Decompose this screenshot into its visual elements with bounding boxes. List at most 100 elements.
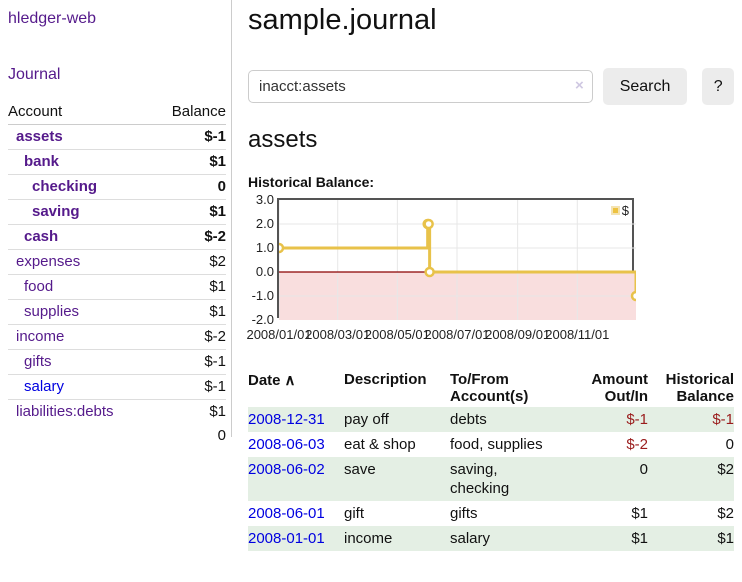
account-balance: $-1 <box>152 374 226 400</box>
account-row: bank $1 <box>8 149 226 175</box>
accounts-table: Account Balance assets $-1 bank $1 checking 0… <box>8 100 226 448</box>
register-balance-cell: $-1 <box>712 411 734 428</box>
account-balance: $1 <box>152 274 226 300</box>
register-header-date[interactable]: Date ∧ <box>248 372 296 389</box>
account-row: food $1 <box>8 274 226 300</box>
register-description-cell: eat & shop <box>344 436 416 453</box>
register-date-cell: 2008-06-03 <box>248 432 344 457</box>
transaction-date-link[interactable]: 2008-01-01 <box>248 530 325 547</box>
account-link[interactable]: supplies <box>24 303 80 320</box>
accounts-header-balance: Balance <box>152 100 226 125</box>
account-link[interactable]: salary <box>24 378 65 395</box>
y-tick-label: -1.0 <box>251 288 274 303</box>
register-header-amount: Amount Out/In <box>591 371 648 405</box>
transaction-date-link[interactable]: 2008-06-02 <box>248 461 325 478</box>
accounts-header-account: Account <box>8 100 153 125</box>
transaction-date-link[interactable]: 2008-12-31 <box>248 411 325 428</box>
transaction-date-link[interactable]: 2008-06-03 <box>248 436 325 453</box>
register-row: 2008-01-01 income salary $1 $1 <box>248 526 734 551</box>
register-accounts-cell: salary <box>450 530 491 547</box>
account-link[interactable]: cash <box>24 228 59 245</box>
account-balance: $-2 <box>152 224 226 250</box>
account-link[interactable]: saving <box>32 203 80 220</box>
balance-chart: $ 3.0 2.0 1.0 0.0 -1.0 -2.0 2008/01/01 2008/03… <box>246 192 734 350</box>
account-row: saving $1 <box>8 199 226 225</box>
transaction-date-link[interactable]: 2008-06-01 <box>248 505 325 522</box>
account-link[interactable]: gifts <box>24 353 52 370</box>
search-input[interactable] <box>248 70 593 103</box>
search-button[interactable]: Search <box>602 68 688 105</box>
legend-swatch-icon <box>610 206 620 215</box>
register-amount-cell: $1 <box>631 505 648 522</box>
chart-plot: $ <box>277 198 636 320</box>
account-balance: $-2 <box>152 324 226 350</box>
register-date-cell: 2008-06-01 <box>248 501 344 526</box>
account-row: salary $-1 <box>8 374 226 400</box>
x-tick-label: 2008/07/01 <box>424 327 490 342</box>
help-button[interactable]: ? <box>702 68 734 105</box>
account-link[interactable]: expenses <box>16 253 81 270</box>
register-accounts-cell: debts <box>450 411 487 428</box>
account-link[interactable]: checking <box>32 178 98 195</box>
accounts-total-row: 0 <box>8 424 226 448</box>
account-balance: $1 <box>152 399 226 424</box>
register-row: 2008-06-01 gift gifts $1 $2 <box>248 501 734 526</box>
register-description-cell: save <box>344 461 376 478</box>
register-balance-cell: $2 <box>717 461 734 478</box>
register-row: 2008-06-02 save saving, checking 0 $2 <box>248 457 734 501</box>
account-link[interactable]: bank <box>24 153 60 170</box>
y-tick-label: 0.0 <box>255 264 274 279</box>
y-tick-label: -2.0 <box>251 312 274 327</box>
account-link[interactable]: liabilities:debts <box>16 403 114 420</box>
account-row: expenses $2 <box>8 249 226 275</box>
y-tick-label: 3.0 <box>255 192 274 207</box>
register-row: 2008-06-03 eat & shop food, supplies $-2 0 <box>248 432 734 457</box>
account-balance: $2 <box>152 249 226 275</box>
x-tick-label: 2008/05/01 <box>364 327 430 342</box>
x-tick-label: 2008/03/01 <box>305 327 371 342</box>
register-accounts-cell: food, supplies <box>450 436 543 453</box>
account-balance: $1 <box>152 149 226 175</box>
search-input-wrap: × <box>248 70 593 103</box>
sidebar-accounts-body: assets $-1 bank $1 checking 0 saving $1 cash $-2 e… <box>8 125 226 424</box>
register-amount-cell: $-1 <box>626 411 648 428</box>
account-link[interactable]: food <box>24 278 54 295</box>
brand-link[interactable]: hledger-web <box>8 10 97 27</box>
register-balance-cell: 0 <box>725 436 734 453</box>
register-date-cell: 2008-12-31 <box>248 407 344 432</box>
sidebar: hledger-web Journal Account Balance asse… <box>0 0 232 444</box>
register-amount-cell: $-2 <box>626 436 648 453</box>
register-header-balance: Historical Balance <box>665 371 734 405</box>
chart-legend: $ <box>610 203 629 218</box>
register-header-description: Description <box>344 371 427 388</box>
x-tick-label: 2008/01/01 <box>246 327 312 342</box>
x-tick-label: 2008/11/01 <box>545 327 610 342</box>
account-link[interactable]: assets <box>16 128 63 145</box>
register-accounts-cell: gifts <box>450 505 478 522</box>
register-amount-cell: 0 <box>639 461 648 478</box>
register-balance-cell: $2 <box>717 505 734 522</box>
accounts-total-spacer <box>8 424 152 448</box>
main-content: sample.journal × Search ? assets Histori… <box>246 0 734 551</box>
account-balance: $1 <box>152 199 226 225</box>
page-title: sample.journal <box>248 4 437 36</box>
y-tick-label: 1.0 <box>255 240 274 255</box>
sidebar-item-journal[interactable]: Journal <box>8 66 61 83</box>
sort-ascending-icon: ∧ <box>284 372 296 389</box>
chart-label: Historical Balance: <box>248 174 375 190</box>
search-form: × Search ? <box>248 68 734 105</box>
accounts-total-value: 0 <box>217 427 226 444</box>
register-description-cell: gift <box>344 505 365 522</box>
account-row: checking 0 <box>8 174 226 200</box>
account-heading: assets <box>248 126 318 153</box>
register-description-cell: income <box>344 530 393 547</box>
account-row: income $-2 <box>8 324 226 350</box>
legend-label: $ <box>621 203 629 218</box>
account-row: assets $-1 <box>8 125 226 150</box>
account-balance: $-1 <box>204 128 226 145</box>
account-link[interactable]: income <box>16 328 65 345</box>
y-tick-label: 2.0 <box>255 216 274 231</box>
x-tick-label: 2008/09/01 <box>485 327 551 342</box>
account-balance: $-1 <box>152 349 226 375</box>
clear-search-icon[interactable]: × <box>574 77 584 94</box>
